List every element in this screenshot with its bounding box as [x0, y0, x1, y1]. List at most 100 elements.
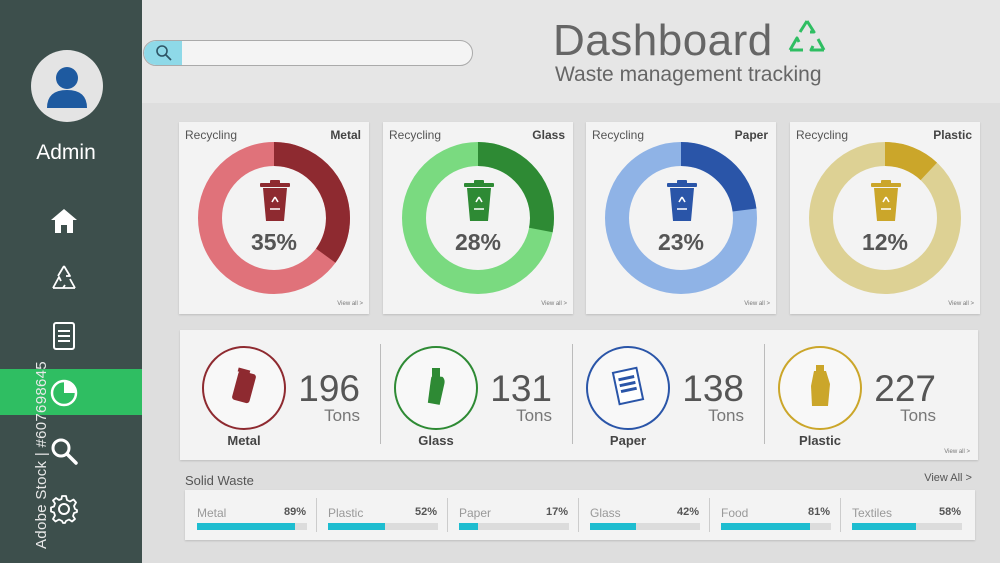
solid-waste-plastic: Plastic 52% — [316, 490, 447, 540]
recycling-card-paper: Recycling Paper 23% View all > — [586, 122, 776, 314]
solid-waste-glass: Glass 42% — [578, 490, 709, 540]
search-button[interactable] — [144, 41, 182, 65]
card-material: Metal — [330, 128, 361, 142]
progress-fill — [721, 523, 811, 530]
view-all-link[interactable]: View all > — [744, 301, 770, 307]
card-material: Glass — [532, 128, 565, 142]
waste-percent: 17% — [545, 506, 568, 518]
watermark-text: Adobe Stock | #607698645 — [33, 361, 50, 549]
material-badge — [778, 346, 862, 430]
donut-segment — [198, 142, 350, 294]
progress-fill — [197, 523, 295, 530]
view-all-link[interactable]: View all > — [337, 301, 363, 307]
search-bar — [143, 40, 473, 66]
stat-unit: Tons — [708, 406, 744, 425]
paper-icon — [611, 366, 645, 406]
progress-fill — [328, 523, 386, 530]
stat-value: 227 — [874, 368, 936, 409]
card-label: Recycling — [796, 128, 849, 142]
progress-track — [197, 523, 307, 530]
material-badge — [586, 346, 670, 430]
search-icon — [156, 45, 172, 61]
recycle-icon — [788, 20, 826, 52]
stat-glass: Glass 131 Tons — [372, 330, 564, 460]
divider — [764, 344, 765, 444]
recycle-bin-icon — [464, 180, 494, 221]
waste-percent: 52% — [414, 506, 437, 518]
waste-percent: 42% — [676, 506, 699, 518]
divider — [316, 498, 317, 532]
nav-item-search[interactable] — [0, 427, 142, 473]
plastic-icon — [811, 365, 830, 406]
recycling-card-glass: Recycling Glass 28% View all > — [383, 122, 573, 314]
recycling-card-metal: Recycling Metal 35% View all > — [179, 122, 369, 314]
divider — [709, 498, 710, 532]
can-icon — [232, 367, 256, 404]
solid-waste-panel: Metal 89% Plastic 52% Paper 17% Glass 42% Food 81… — [185, 490, 975, 540]
user-icon — [47, 67, 87, 108]
bottle-icon — [427, 368, 445, 405]
search-input[interactable] — [184, 41, 468, 65]
stat-unit: Tons — [516, 406, 552, 425]
donut-segment — [402, 142, 554, 294]
stat-label: Paper — [609, 433, 647, 448]
waste-label: Food — [721, 506, 749, 520]
recycling-percent: 12% — [861, 229, 909, 255]
glass-icon — [427, 368, 445, 405]
solid-waste-textiles: Textiles 58% — [840, 490, 971, 540]
donut-chart — [605, 142, 757, 294]
recycle-bin-icon — [260, 180, 290, 221]
plastic-bottle-icon — [811, 365, 830, 406]
divider — [572, 344, 573, 444]
solid-waste-paper: Paper 17% — [447, 490, 578, 540]
recycling-percent: 28% — [454, 229, 502, 255]
material-badge — [202, 346, 286, 430]
stat-unit: Tons — [900, 406, 936, 425]
nav-item-reports[interactable] — [0, 369, 142, 415]
progress-track — [328, 523, 438, 530]
solid-waste-title: Solid Waste — [185, 473, 254, 488]
donut-chart — [198, 142, 350, 294]
nav-item-recycle[interactable] — [0, 254, 142, 300]
recycling-percent: 23% — [657, 229, 705, 255]
paper-icon — [611, 366, 645, 406]
view-all-link[interactable]: View all > — [944, 449, 970, 455]
divider — [840, 498, 841, 532]
stat-label: Glass — [418, 433, 454, 448]
pie-chart-icon — [50, 379, 78, 407]
home-icon — [51, 209, 77, 233]
sidebar: Admin Adobe — [0, 0, 142, 563]
recycle-icon — [52, 265, 76, 289]
recycle-bin-icon — [667, 180, 697, 221]
view-all-link[interactable]: View all > — [541, 301, 567, 307]
page-title: Dashboard — [553, 16, 773, 65]
stat-paper: Paper 138 Tons — [564, 330, 756, 460]
progress-track — [590, 523, 700, 530]
user-name: Admin — [36, 141, 96, 164]
solid-waste-metal: Metal 89% — [185, 490, 316, 540]
recycling-card-plastic: Recycling Plastic 12% View all > — [790, 122, 980, 314]
nav-item-documents[interactable] — [0, 312, 142, 358]
progress-track — [721, 523, 831, 530]
material-badge — [394, 346, 478, 430]
solid-waste-food: Food 81% — [709, 490, 840, 540]
progress-fill — [459, 523, 478, 530]
waste-label: Metal — [197, 506, 227, 520]
progress-fill — [852, 523, 916, 530]
avatar[interactable] — [31, 50, 103, 122]
gear-icon — [50, 495, 78, 524]
waste-label: Textiles — [852, 506, 893, 520]
nav-item-settings[interactable] — [0, 485, 142, 531]
divider — [447, 498, 448, 532]
page-subtitle: Waste management tracking — [555, 63, 822, 86]
recycling-percent: 35% — [250, 229, 298, 255]
solid-waste-view-all-link[interactable]: View All > — [924, 472, 972, 484]
stat-plastic: Plastic 227 Tons — [756, 330, 948, 460]
card-material: Paper — [734, 128, 768, 142]
nav-item-home[interactable] — [0, 197, 142, 243]
stat-metal: Metal 196 Tons — [180, 330, 372, 460]
view-all-link[interactable]: View all > — [948, 301, 974, 307]
stat-unit: Tons — [324, 406, 360, 425]
card-label: Recycling — [389, 128, 442, 142]
waste-label: Glass — [590, 506, 621, 520]
